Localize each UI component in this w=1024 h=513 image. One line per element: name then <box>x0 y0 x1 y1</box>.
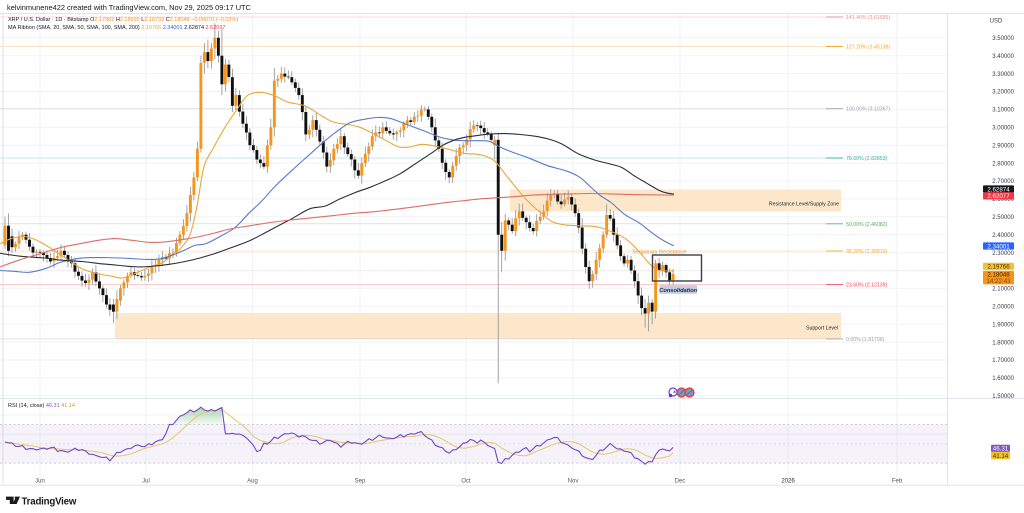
svg-text:Consolidation: Consolidation <box>659 288 697 294</box>
svg-text:Dec: Dec <box>675 479 686 485</box>
svg-text:2.80000: 2.80000 <box>992 161 1014 167</box>
svg-text:3.40000: 3.40000 <box>992 54 1014 60</box>
svg-text:2026: 2026 <box>781 479 795 485</box>
svg-text:127.20% (3.45138): 127.20% (3.45138) <box>846 45 890 51</box>
svg-text:1.70000: 1.70000 <box>992 358 1014 364</box>
svg-text:kelvinmunene422 created with T: kelvinmunene422 created with TradingView… <box>7 3 252 12</box>
svg-text:Jun: Jun <box>35 479 45 485</box>
svg-text:Resistance Level/Supply Zone: Resistance Level/Supply Zone <box>769 201 839 207</box>
svg-text:Feb: Feb <box>892 479 903 485</box>
svg-text:3.30000: 3.30000 <box>992 72 1014 78</box>
svg-text:2.70000: 2.70000 <box>992 179 1014 185</box>
svg-text:0.00% (1.81796): 0.00% (1.81796) <box>846 337 885 343</box>
svg-text:46.31: 46.31 <box>993 446 1009 453</box>
svg-text:50.00% (2.46082): 50.00% (2.46082) <box>846 222 888 228</box>
svg-text:2.50000: 2.50000 <box>992 215 1014 221</box>
svg-text:RSI (14, close) 46.31 41.14: RSI (14, close) 46.31 41.14 <box>8 403 75 409</box>
svg-text:Sep: Sep <box>355 479 366 485</box>
svg-text:41.14: 41.14 <box>993 453 1009 460</box>
svg-text:100.00% (3.10367): 100.00% (3.10367) <box>846 107 890 113</box>
svg-text:3.20000: 3.20000 <box>992 90 1014 96</box>
svg-text:2.30000: 2.30000 <box>992 251 1014 257</box>
svg-text:2.90000: 2.90000 <box>992 143 1014 149</box>
svg-text:2.62077: 2.62077 <box>987 193 1010 200</box>
svg-text:2.19766: 2.19766 <box>987 264 1010 271</box>
svg-text:2.00000: 2.00000 <box>992 305 1014 311</box>
svg-text:XRP / U.S. Dollar · 1D · Bitst: XRP / U.S. Dollar · 1D · Bitstamp O2.179… <box>8 17 238 23</box>
svg-text:1.80000: 1.80000 <box>992 340 1014 346</box>
svg-text:1.50000: 1.50000 <box>992 394 1014 400</box>
svg-text:14:22:43: 14:22:43 <box>986 278 1011 285</box>
svg-text:USD: USD <box>990 19 1003 25</box>
svg-text:Support Level: Support Level <box>806 326 838 332</box>
svg-text:3.50000: 3.50000 <box>992 36 1014 42</box>
svg-text:2.18048: 2.18048 <box>987 271 1010 278</box>
svg-text:2.60000: 2.60000 <box>992 197 1014 203</box>
svg-text:3.00000: 3.00000 <box>992 126 1014 132</box>
svg-text:23.60% (2.12139): 23.60% (2.12139) <box>846 283 888 289</box>
svg-text:TradingView: TradingView <box>22 497 77 508</box>
svg-text:Oct: Oct <box>461 479 471 485</box>
svg-text:1.60000: 1.60000 <box>992 376 1014 382</box>
svg-text:2.40000: 2.40000 <box>992 233 1014 239</box>
svg-text:Jul: Jul <box>142 479 150 485</box>
svg-text:1.90000: 1.90000 <box>992 322 1014 328</box>
svg-text:2.62874: 2.62874 <box>987 186 1010 193</box>
svg-text:38.20% (2.30910): 38.20% (2.30910) <box>846 249 888 255</box>
svg-text:78.60% (2.82853): 78.60% (2.82853) <box>846 156 888 162</box>
svg-text:3.10000: 3.10000 <box>992 108 1014 114</box>
svg-text:2.10000: 2.10000 <box>992 287 1014 293</box>
svg-text:141.40% (3.61595): 141.40% (3.61595) <box>846 15 890 21</box>
svg-text:Aug: Aug <box>247 479 258 485</box>
svg-text:2.34001: 2.34001 <box>987 243 1010 250</box>
svg-text:MA Ribbon (SMA, 20, SMA, 50, S: MA Ribbon (SMA, 20, SMA, 50, SMA, 100, S… <box>8 25 225 31</box>
svg-text:Temporary Resistance: Temporary Resistance <box>632 250 687 256</box>
svg-text:Nov: Nov <box>568 479 579 485</box>
